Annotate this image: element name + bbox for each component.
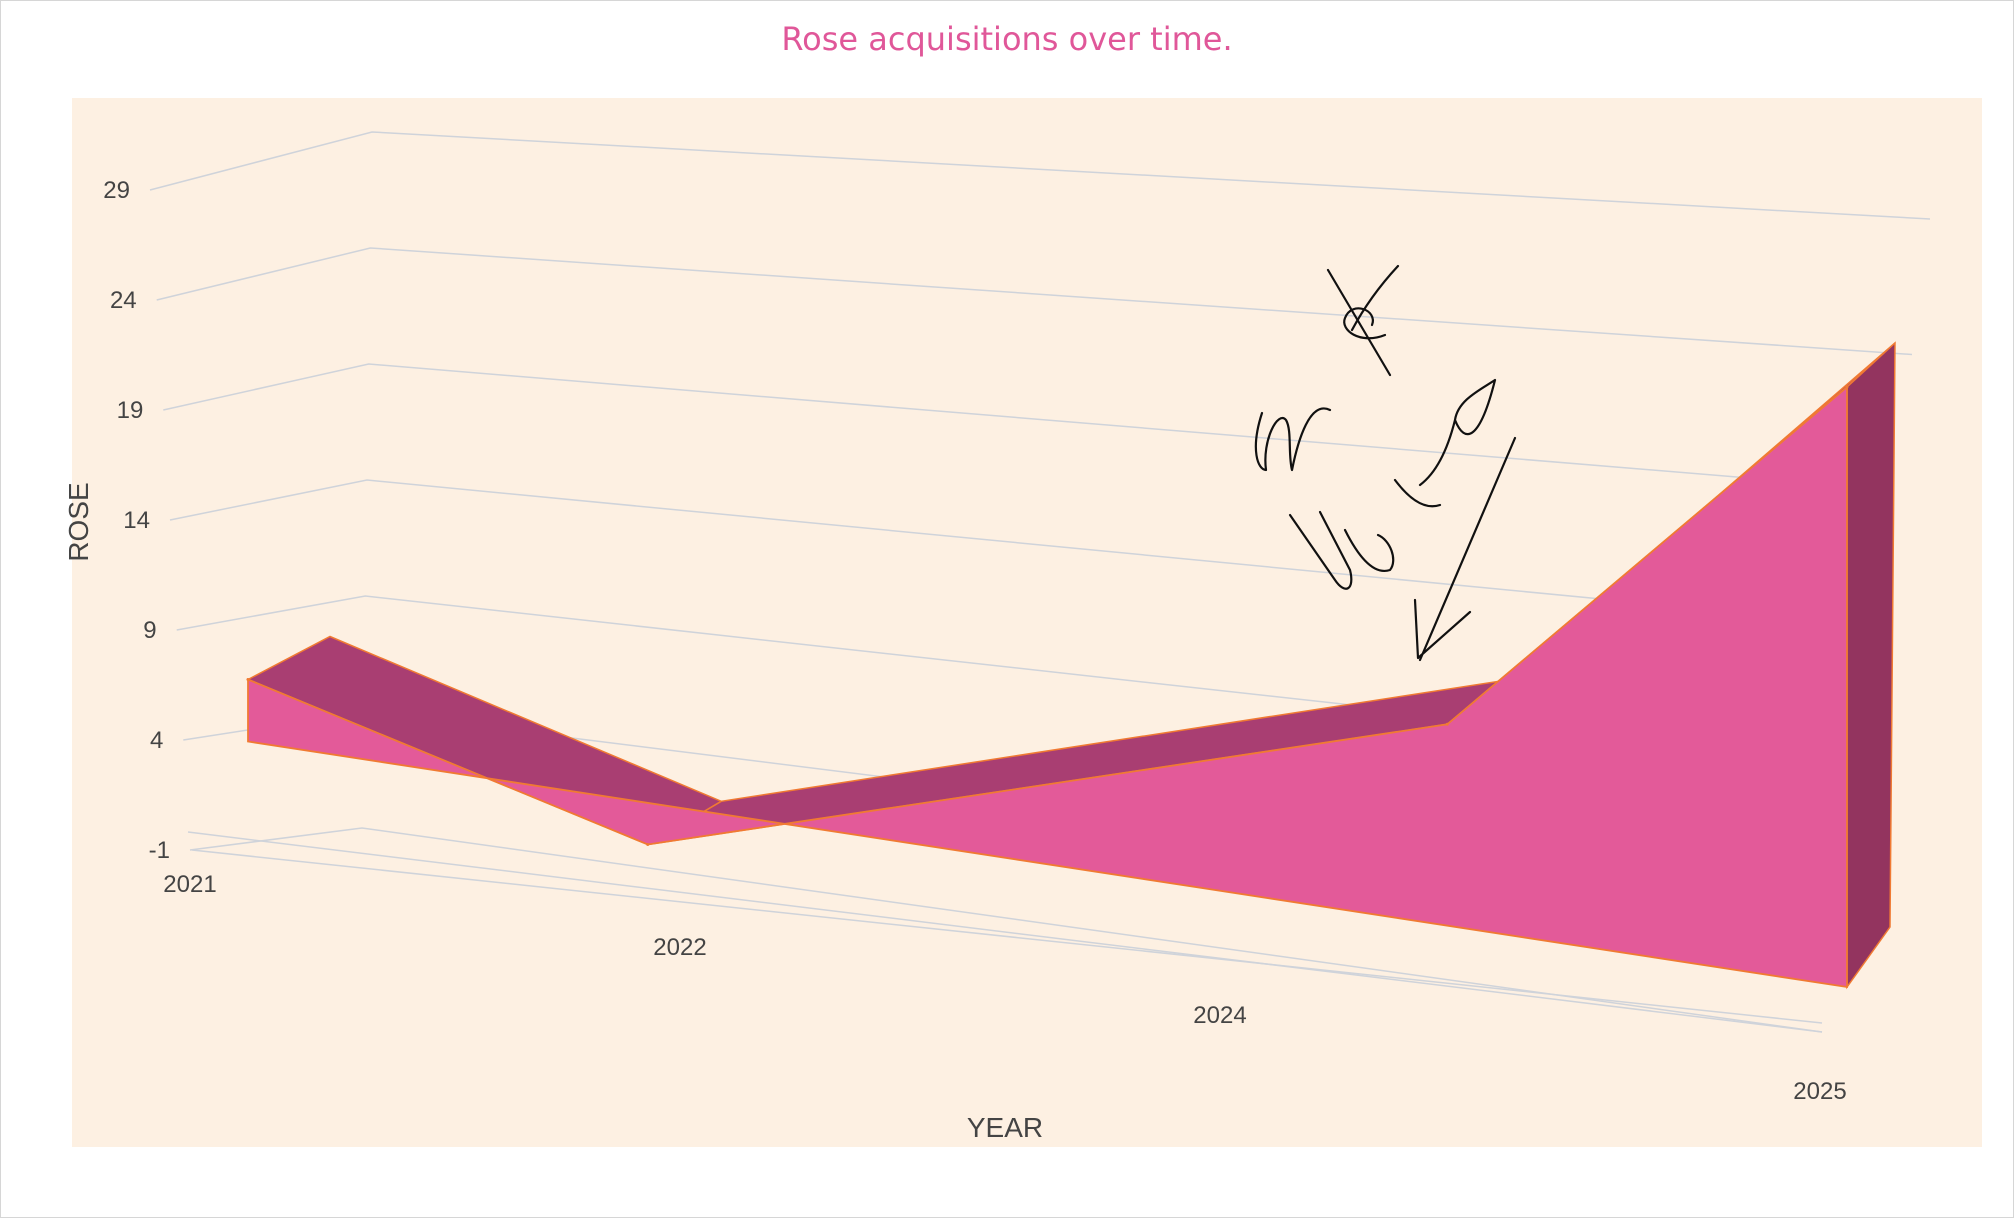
y-gridline	[189, 827, 1823, 1033]
x-tick-label: 2022	[653, 934, 706, 961]
y-tick-label: 4	[150, 727, 163, 754]
tick-layer: -1 4 9 14 19 24 29 2021 2022 2024 2025	[103, 177, 1846, 1105]
y-tick-label: -1	[149, 837, 170, 864]
y-gridline	[149, 131, 1931, 220]
x-tick-label: 2024	[1193, 1002, 1246, 1029]
data-point	[646, 843, 650, 846]
data-point	[246, 678, 250, 681]
area-front-face	[247, 385, 1848, 989]
y-tick-label: 9	[143, 617, 156, 644]
area-layer	[246, 341, 1896, 990]
y-gridline	[156, 247, 1913, 356]
x-axis-title: YEAR	[967, 1112, 1043, 1143]
y-axis-title: ROSE	[63, 482, 94, 561]
x-tick-label: 2021	[163, 871, 216, 898]
data-point	[1445, 722, 1449, 726]
floor-gridline	[191, 849, 1823, 1024]
y-gridline	[163, 363, 1895, 491]
y-tick-label: 14	[123, 507, 150, 534]
area-side-face	[1846, 341, 1896, 990]
y-tick-label: 19	[117, 397, 144, 424]
x-tick-label: 2025	[1793, 1078, 1846, 1105]
data-point	[1845, 385, 1849, 389]
floor-gridline	[187, 831, 1823, 1033]
y-tick-label: 29	[103, 177, 130, 204]
handwritten-annotation	[1254, 264, 1517, 662]
chart-title: Rose acquisitions over time.	[781, 20, 1233, 58]
y-tick-label: 24	[110, 287, 137, 314]
y-gridline	[169, 479, 1877, 627]
